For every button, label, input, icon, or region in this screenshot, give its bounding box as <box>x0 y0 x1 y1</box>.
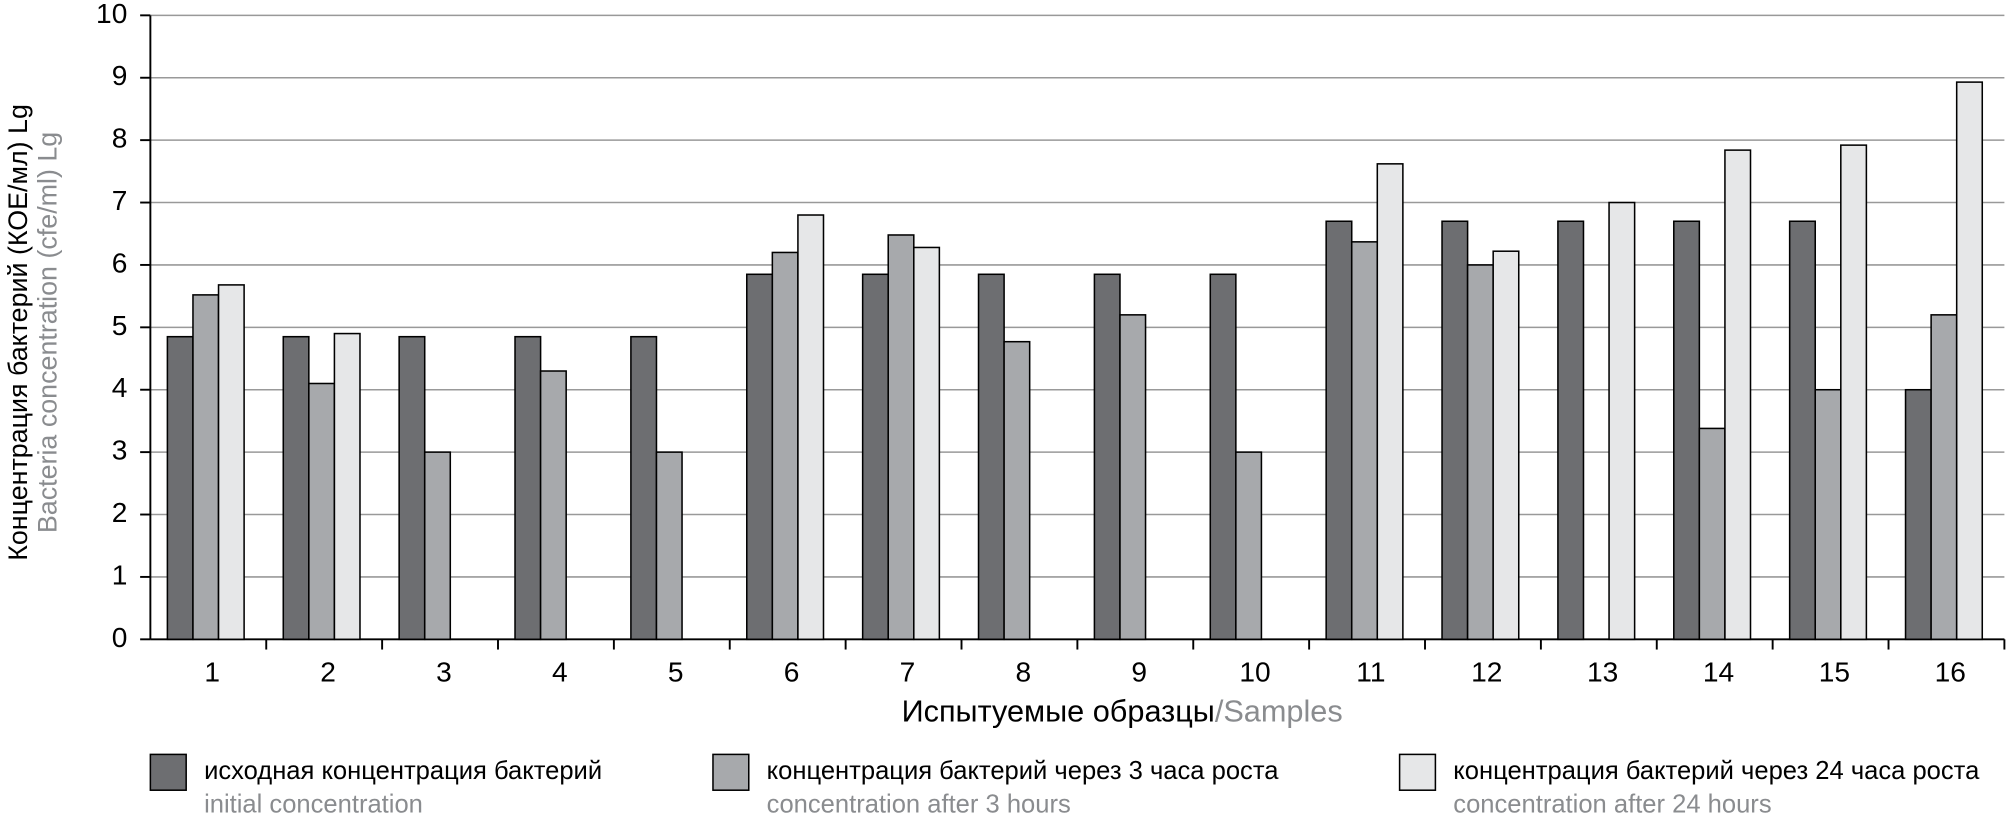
x-tick-label: 15 <box>1819 656 1850 687</box>
bar <box>1608 201 1636 641</box>
x-tick-label: 2 <box>320 656 336 687</box>
y-tick-label: 0 <box>112 622 128 653</box>
bar <box>1325 220 1353 641</box>
x-axis-label-ru: Испытуемые образцы <box>902 694 1215 729</box>
x-tick-label: 8 <box>1015 656 1031 687</box>
x-axis-label: Испытуемые образцы/Samples <box>902 694 1343 729</box>
bar <box>1698 427 1726 641</box>
bar <box>861 273 889 641</box>
bar <box>1350 241 1379 641</box>
legend-label: концентрация бактерий через 24 часа рост… <box>1453 757 1980 785</box>
legend-label-en: initial concentration <box>204 790 423 818</box>
bar <box>1119 314 1147 641</box>
legend-label: концентрация бактерий через 3 часа роста <box>767 757 1280 785</box>
bar <box>308 382 336 641</box>
y-tick-label: 8 <box>112 123 128 154</box>
bar <box>1814 388 1842 641</box>
bar <box>1093 273 1121 641</box>
x-tick-label: 13 <box>1587 656 1618 687</box>
x-axis-label-en: /Samples <box>1215 694 1343 729</box>
bar <box>1466 264 1494 641</box>
bar <box>539 370 567 641</box>
x-tick-label: 1 <box>204 656 220 687</box>
legend-swatch <box>149 753 187 791</box>
y-tick-label: 10 <box>96 0 127 29</box>
y-tick-label: 5 <box>112 310 128 341</box>
x-tick-label: 12 <box>1471 656 1502 687</box>
x-tick-label: 3 <box>436 656 452 687</box>
bar <box>1788 220 1817 641</box>
x-tick-label: 6 <box>784 656 800 687</box>
y-axis-label: Концентрация бактерий (КОЕ/мл) Lg <box>3 104 33 561</box>
bar <box>1840 144 1868 641</box>
x-tick-label: 9 <box>1131 656 1147 687</box>
bar <box>797 214 825 641</box>
bar <box>977 273 1005 641</box>
legend-swatch <box>712 753 750 791</box>
x-tick-label: 7 <box>900 656 916 687</box>
y-tick-label: 4 <box>112 372 128 403</box>
x-tick-label: 4 <box>552 656 568 687</box>
bar <box>1904 388 1932 641</box>
bar <box>398 335 426 641</box>
x-tick-label: 10 <box>1239 656 1270 687</box>
bar <box>1724 149 1752 641</box>
bar <box>282 335 310 641</box>
x-tick-label: 5 <box>668 656 684 687</box>
bar <box>1492 250 1520 641</box>
bar <box>192 294 220 641</box>
y-axis-label-en: Bacteria concentration (cfe/ml) Lg <box>32 132 62 533</box>
bar <box>746 273 774 641</box>
y-tick-label: 9 <box>112 60 128 91</box>
y-tick-label: 3 <box>112 435 128 466</box>
bar <box>217 284 245 641</box>
bar <box>423 451 452 641</box>
bar <box>1376 163 1404 641</box>
bar <box>1557 220 1585 641</box>
bar <box>514 335 542 641</box>
y-tick-label: 7 <box>112 185 128 216</box>
bar <box>655 451 683 641</box>
bar <box>1003 340 1031 641</box>
bar <box>166 335 194 641</box>
x-tick-label: 11 <box>1356 656 1385 687</box>
y-tick-label: 2 <box>112 497 128 528</box>
bar <box>913 246 941 641</box>
x-tick-label: 14 <box>1703 656 1734 687</box>
legend-label-en: concentration after 24 hours <box>1453 790 1771 818</box>
bar <box>1673 220 1701 641</box>
bar <box>630 335 658 641</box>
bar <box>1235 451 1263 641</box>
bar <box>1955 81 1984 641</box>
bar <box>771 251 799 641</box>
bar <box>1930 314 1958 641</box>
y-tick-label: 1 <box>112 559 128 590</box>
bar <box>887 234 915 641</box>
bar <box>1209 273 1237 641</box>
bar <box>333 332 361 641</box>
y-tick-label: 6 <box>112 247 128 278</box>
legend-label-en: concentration after 3 hours <box>767 790 1071 818</box>
legend-label: исходная концентрация бактерий <box>204 757 602 785</box>
x-tick-label: 16 <box>1935 656 1966 687</box>
bar <box>1441 220 1469 641</box>
legend-swatch <box>1398 753 1437 791</box>
